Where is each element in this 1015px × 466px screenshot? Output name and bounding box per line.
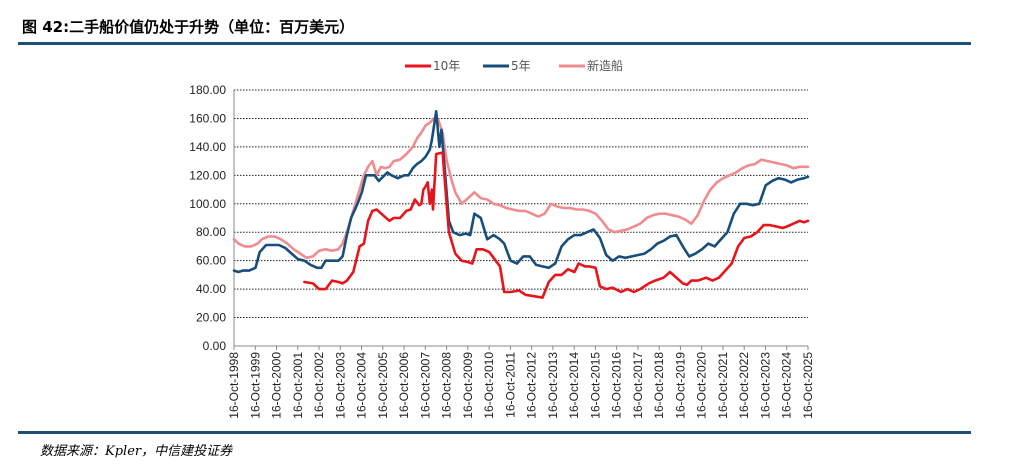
x-tick-label: 16-Oct-2022 xyxy=(737,352,751,419)
y-axis: 0.00 20.00 40.00 60.00 80.00 100.00 120.00 140.… xyxy=(189,83,235,353)
x-tick-label: 16-Oct-2003 xyxy=(333,352,347,419)
y-tick-label: 20.00 xyxy=(196,311,226,325)
series-line-1 xyxy=(232,110,810,274)
x-tick-label: 16-Oct-2023 xyxy=(758,352,772,419)
y-tick-label: 60.00 xyxy=(196,254,226,268)
top-divider xyxy=(18,42,971,45)
x-tick-label: 16-Oct-2020 xyxy=(695,352,709,419)
y-tick-label: 120.00 xyxy=(189,168,226,182)
x-tick-label: 16-Oct-2004 xyxy=(355,352,369,419)
x-tick-label: 16-Oct-2011 xyxy=(503,352,517,418)
y-tick-label: 160.00 xyxy=(189,111,226,125)
x-tick-label: 16-Oct-2008 xyxy=(440,352,454,419)
y-tick-label: 40.00 xyxy=(196,282,226,296)
x-tick-label: 16-Oct-2001 xyxy=(291,352,305,419)
series-line-0 xyxy=(303,151,810,299)
x-tick-label: 16-Oct-2024 xyxy=(780,352,794,419)
x-tick-label: 16-Oct-2002 xyxy=(312,352,326,419)
legend-label: 新造船 xyxy=(587,58,623,73)
x-tick-label: 16-Oct-2018 xyxy=(652,352,666,419)
x-tick-label: 16-Oct-2013 xyxy=(546,352,560,419)
x-tick-label: 16-Oct-2016 xyxy=(610,352,624,419)
x-tick-label: 16-Oct-2006 xyxy=(397,352,411,419)
legend-label: 5年 xyxy=(511,59,531,73)
x-tick-label: 16-Oct-2012 xyxy=(525,352,539,419)
x-tick-label: 16-Oct-2007 xyxy=(418,352,432,419)
source-note: 数据来源：Kpler，中信建投证券 xyxy=(40,444,233,459)
y-tick-label: 80.00 xyxy=(196,225,226,239)
grid-lines xyxy=(234,89,808,319)
x-tick-label: 16-Oct-2009 xyxy=(461,352,475,419)
series-line-2 xyxy=(232,117,810,260)
x-tick-label: 16-Oct-2000 xyxy=(270,352,284,419)
y-tick-label: 0.00 xyxy=(203,339,227,353)
x-tick-label: 16-Oct-2025 xyxy=(801,352,815,419)
x-axis: 16-Oct-1998 16-Oct-1999 16-Oct-2000 16-Oct-… xyxy=(227,345,815,419)
x-tick-label: 16-Oct-2017 xyxy=(631,352,645,419)
series-lines xyxy=(232,110,810,299)
x-tick-label: 16-Oct-1998 xyxy=(227,352,241,419)
x-tick-label: 16-Oct-2015 xyxy=(588,352,602,419)
legend-label: 10年 xyxy=(433,59,460,73)
x-tick-label: 16-Oct-2010 xyxy=(482,352,496,419)
x-tick-label: 16-Oct-1999 xyxy=(248,352,262,419)
x-tick-label: 16-Oct-2019 xyxy=(673,352,687,419)
y-tick-label: 180.00 xyxy=(189,83,226,97)
x-tick-label: 16-Oct-2005 xyxy=(376,352,390,419)
bottom-divider xyxy=(18,431,971,434)
y-tick-label: 100.00 xyxy=(189,197,226,211)
y-tick-label: 140.00 xyxy=(189,140,226,154)
figure-title: 图 42:二手船价值仍处于升势（单位：百万美元） xyxy=(22,18,355,36)
x-tick-label: 16-Oct-2021 xyxy=(716,352,730,419)
x-tick-label: 16-Oct-2014 xyxy=(567,352,581,419)
chart-legend: 10年 5年 新造船 xyxy=(405,58,623,73)
